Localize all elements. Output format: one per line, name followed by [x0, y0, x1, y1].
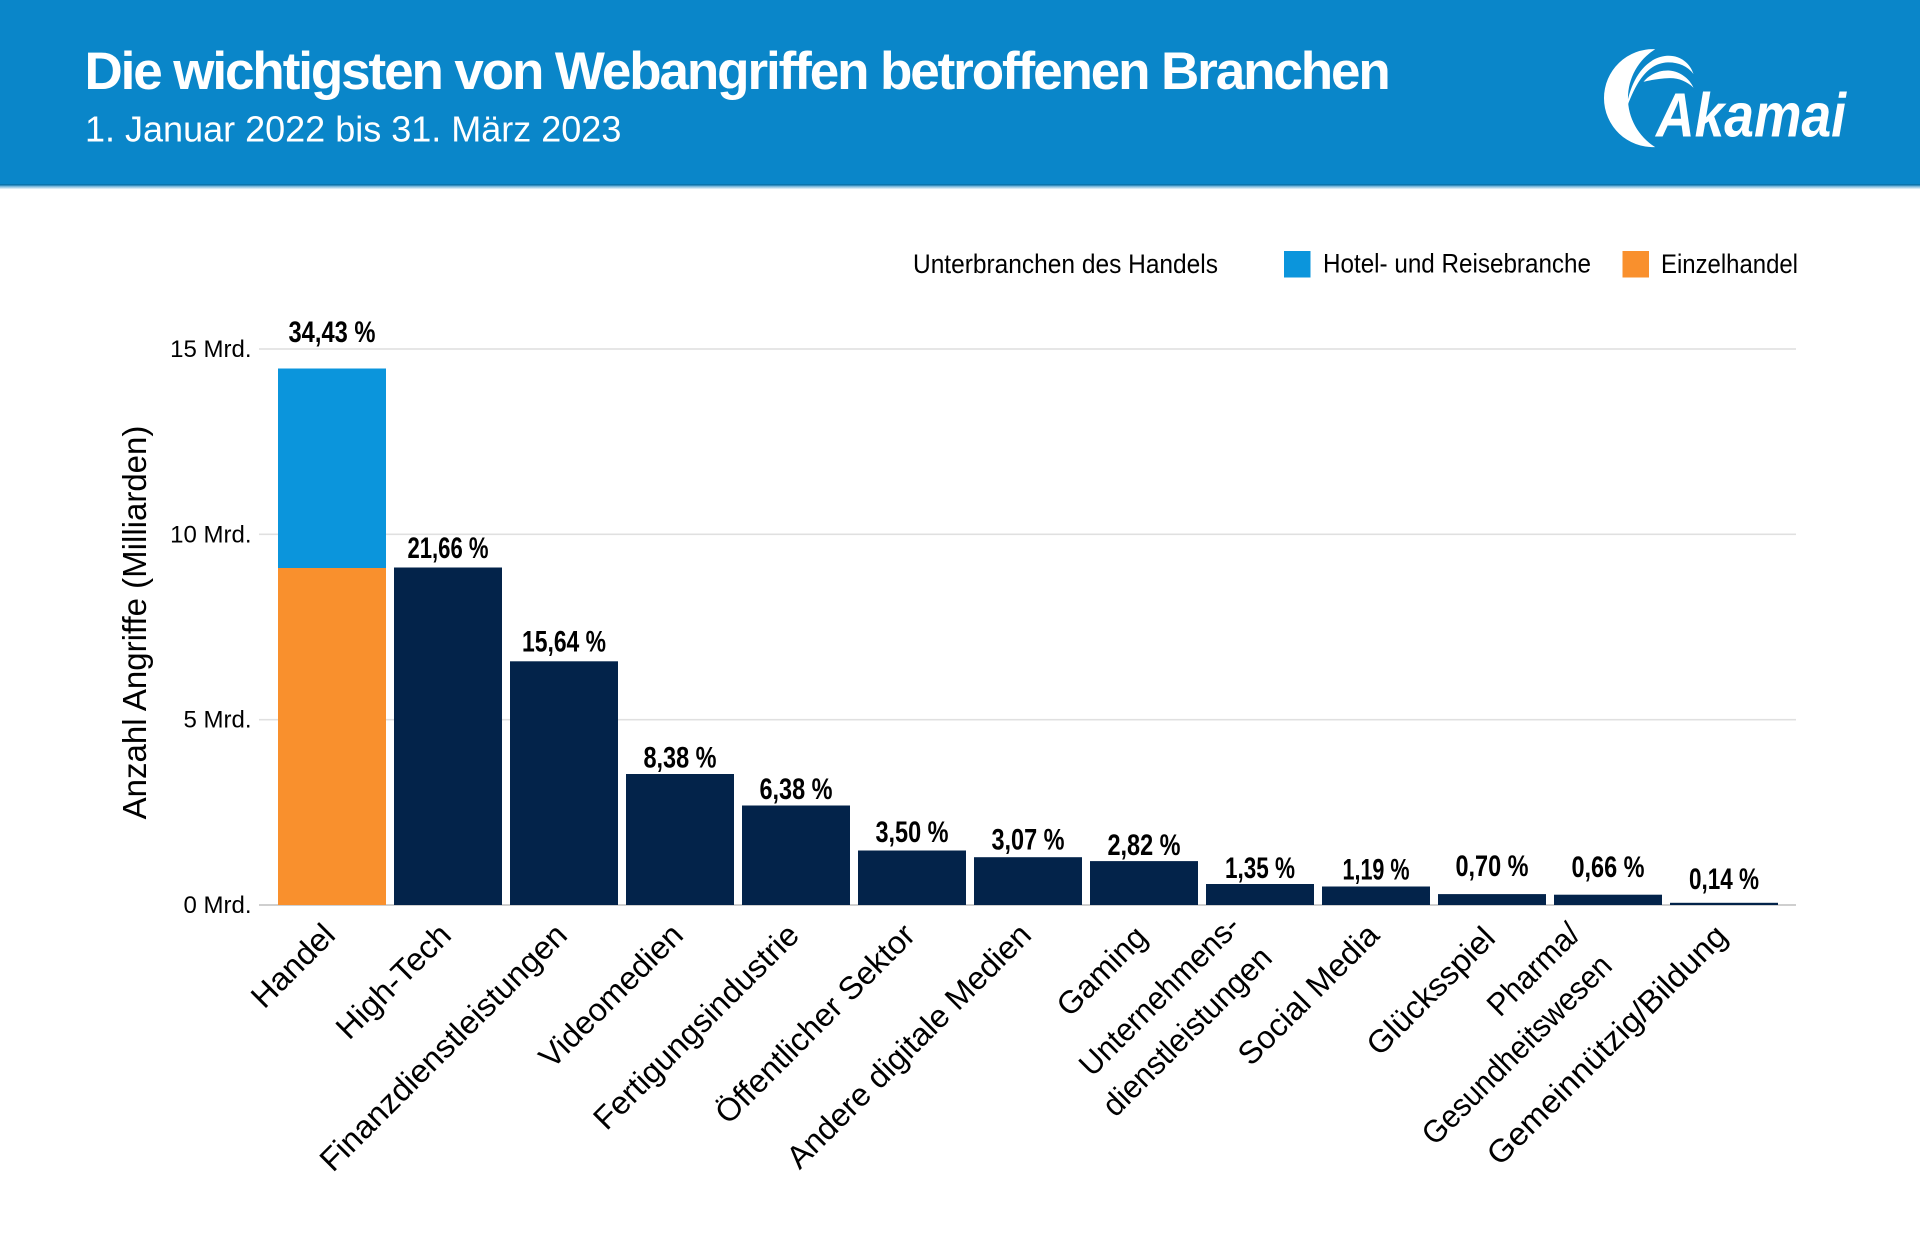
svg-text:0,14 %: 0,14 %	[1689, 863, 1759, 896]
svg-text:10 Mrd.: 10 Mrd.	[170, 521, 251, 548]
svg-text:1,19 %: 1,19 %	[1343, 854, 1410, 887]
svg-text:5 Mrd.: 5 Mrd.	[183, 707, 251, 734]
svg-text:3,07 %: 3,07 %	[992, 823, 1065, 856]
svg-text:21,66 %: 21,66 %	[408, 532, 489, 565]
svg-text:1. Januar 2022 bis 31. März 20: 1. Januar 2022 bis 31. März 2023	[85, 109, 621, 150]
svg-text:34,43 %: 34,43 %	[289, 316, 376, 349]
svg-text:Hotel- und Reisebranche: Hotel- und Reisebranche	[1323, 249, 1591, 279]
svg-text:Anzahl Angriffe (Milliarden): Anzahl Angriffe (Milliarden)	[116, 426, 153, 820]
svg-text:6,38 %: 6,38 %	[760, 773, 833, 806]
svg-text:Akamai: Akamai	[1654, 81, 1847, 150]
svg-text:0,70 %: 0,70 %	[1456, 850, 1529, 883]
svg-text:1,35 %: 1,35 %	[1225, 852, 1295, 885]
svg-text:0 Mrd.: 0 Mrd.	[183, 892, 251, 919]
svg-text:Öffentlicher Sektor: Öffentlicher Sektor	[708, 916, 922, 1130]
svg-text:8,38 %: 8,38 %	[644, 741, 717, 774]
svg-text:15 Mrd.: 15 Mrd.	[170, 336, 251, 363]
svg-text:Handel: Handel	[244, 916, 342, 1014]
svg-text:Die wichtigsten von Webangriff: Die wichtigsten von Webangriffen betroff…	[85, 42, 1389, 101]
svg-text:Social Media: Social Media	[1230, 916, 1386, 1072]
svg-text:Unternehmens-dienstleistungen: Unternehmens-dienstleistungen	[1063, 907, 1279, 1123]
svg-text:Fertigungsindustrie: Fertigungsindustrie	[586, 916, 806, 1136]
svg-text:3,50 %: 3,50 %	[876, 816, 949, 849]
svg-text:0,66 %: 0,66 %	[1572, 851, 1645, 884]
svg-text:Pharma/Gesundheitswesen: Pharma/Gesundheitswesen	[1383, 915, 1619, 1151]
svg-text:Einzelhandel: Einzelhandel	[1661, 249, 1798, 279]
svg-text:2,82 %: 2,82 %	[1108, 829, 1181, 862]
svg-text:Unterbranchen des Handels: Unterbranchen des Handels	[913, 249, 1218, 279]
svg-text:15,64 %: 15,64 %	[522, 626, 606, 659]
